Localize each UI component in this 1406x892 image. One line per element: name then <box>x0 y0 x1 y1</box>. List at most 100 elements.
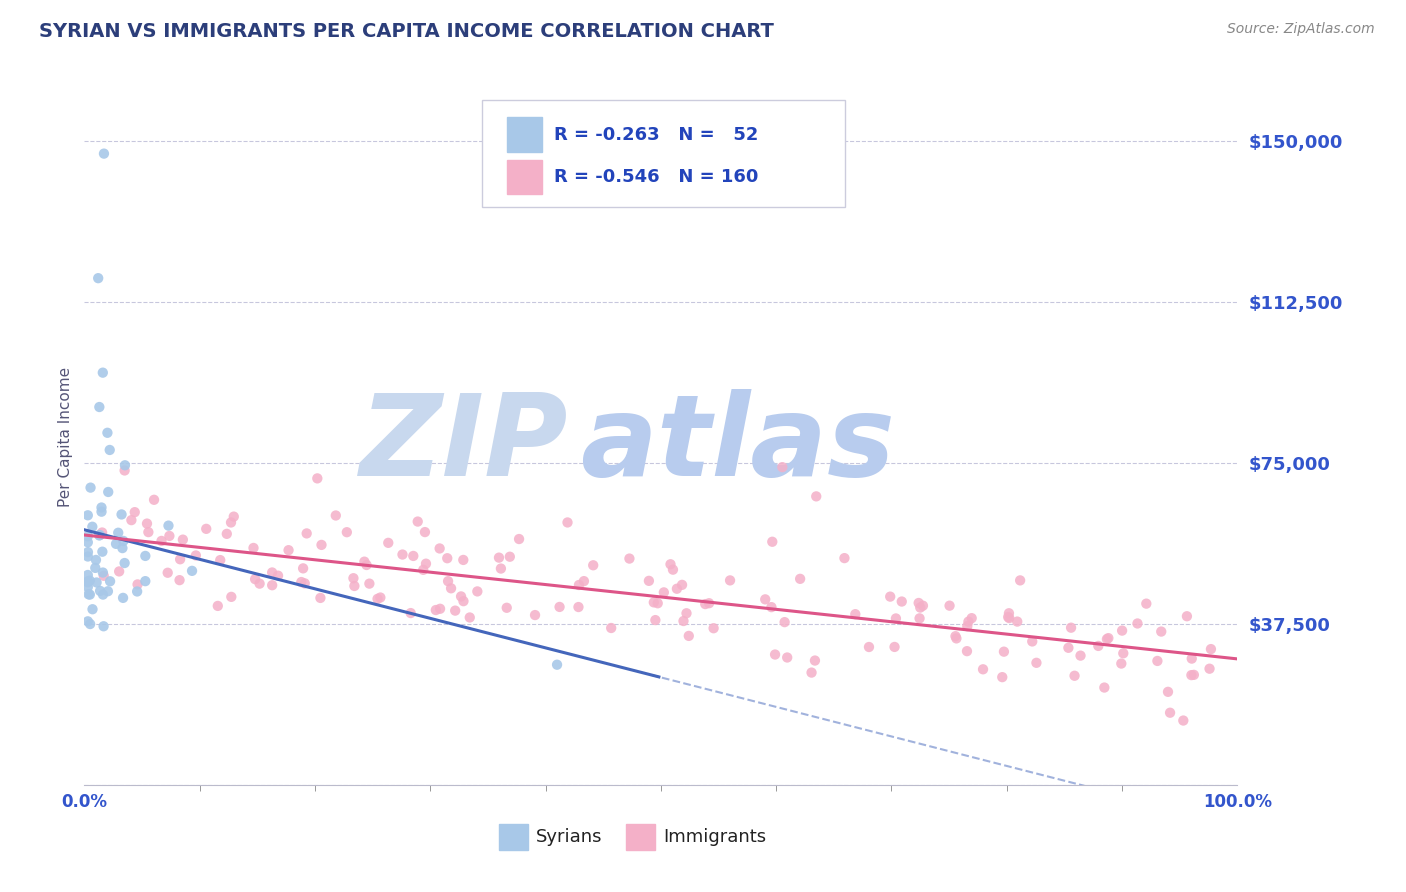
Point <box>972 662 994 676</box>
Point <box>89 528 111 542</box>
Point <box>219 516 242 530</box>
Point <box>1182 668 1205 682</box>
Point <box>773 615 796 629</box>
Point <box>76 568 98 582</box>
Point <box>458 610 481 624</box>
Point <box>444 604 467 618</box>
Point <box>1112 646 1135 660</box>
Y-axis label: Per Capita Income: Per Capita Income <box>58 367 73 508</box>
Point <box>1135 597 1157 611</box>
Text: R = -0.546   N = 160: R = -0.546 N = 160 <box>554 168 758 186</box>
Point <box>495 600 517 615</box>
Point <box>97 485 120 500</box>
Point <box>761 600 783 615</box>
Point <box>945 629 967 643</box>
Point <box>908 611 931 625</box>
Point <box>399 606 422 620</box>
Point <box>467 584 489 599</box>
Point <box>761 534 783 549</box>
Point <box>619 551 641 566</box>
Point <box>91 588 114 602</box>
Point <box>643 595 665 609</box>
Point <box>120 513 142 527</box>
Point <box>134 574 156 589</box>
Point <box>367 591 389 606</box>
Point <box>582 558 605 573</box>
Point <box>776 650 799 665</box>
Point <box>665 582 688 596</box>
Point <box>1150 624 1173 639</box>
Point <box>600 621 623 635</box>
Point <box>91 525 114 540</box>
Point <box>336 525 359 540</box>
Point <box>406 515 429 529</box>
Point <box>93 569 115 583</box>
Point <box>90 500 112 515</box>
Point <box>157 518 180 533</box>
Point <box>356 558 378 572</box>
Point <box>77 587 100 601</box>
Point <box>76 580 98 594</box>
Point <box>262 566 284 580</box>
Point <box>112 591 135 605</box>
Point <box>662 563 685 577</box>
Point <box>429 601 451 615</box>
Point <box>956 644 979 658</box>
Text: ZIP: ZIP <box>360 389 568 500</box>
Point <box>957 615 980 629</box>
Point <box>1175 609 1198 624</box>
Point <box>879 590 901 604</box>
Point <box>883 640 905 654</box>
Point <box>267 568 290 582</box>
Point <box>89 528 111 542</box>
Point <box>86 575 108 590</box>
Point <box>76 529 98 543</box>
Point <box>991 670 1014 684</box>
Point <box>938 599 960 613</box>
Point <box>114 458 136 473</box>
Point <box>548 599 571 614</box>
Point <box>150 533 173 548</box>
Text: SYRIAN VS IMMIGRANTS PER CAPITA INCOME CORRELATION CHART: SYRIAN VS IMMIGRANTS PER CAPITA INCOME C… <box>39 22 775 41</box>
Point <box>1092 681 1115 695</box>
Point <box>993 645 1015 659</box>
Point <box>800 665 823 680</box>
Point <box>242 541 264 555</box>
Point <box>222 509 245 524</box>
Point <box>1146 654 1168 668</box>
Point <box>111 541 134 555</box>
Point <box>91 545 114 559</box>
Point <box>488 550 510 565</box>
Point <box>343 579 366 593</box>
Point <box>172 533 194 547</box>
Point <box>572 574 595 588</box>
Point <box>415 557 437 571</box>
Point <box>221 590 243 604</box>
Point <box>678 629 700 643</box>
Point <box>450 590 472 604</box>
Point <box>209 553 232 567</box>
Point <box>112 533 135 548</box>
Point <box>84 553 107 567</box>
Bar <box>508 118 543 153</box>
Point <box>359 576 381 591</box>
Point <box>77 545 100 559</box>
Point <box>1010 574 1032 588</box>
Point <box>76 508 98 523</box>
Point <box>754 592 776 607</box>
Point <box>675 607 697 621</box>
Point <box>1180 668 1202 682</box>
Point <box>453 594 475 608</box>
Point <box>1198 662 1220 676</box>
Point <box>998 606 1021 620</box>
Point <box>644 613 666 627</box>
Point <box>391 548 413 562</box>
Point <box>568 578 591 592</box>
Point <box>638 574 661 588</box>
Point <box>672 614 695 628</box>
Point <box>79 574 101 588</box>
Text: atlas: atlas <box>581 389 896 500</box>
Point <box>1087 639 1109 653</box>
Point <box>143 492 166 507</box>
Point <box>429 541 451 556</box>
